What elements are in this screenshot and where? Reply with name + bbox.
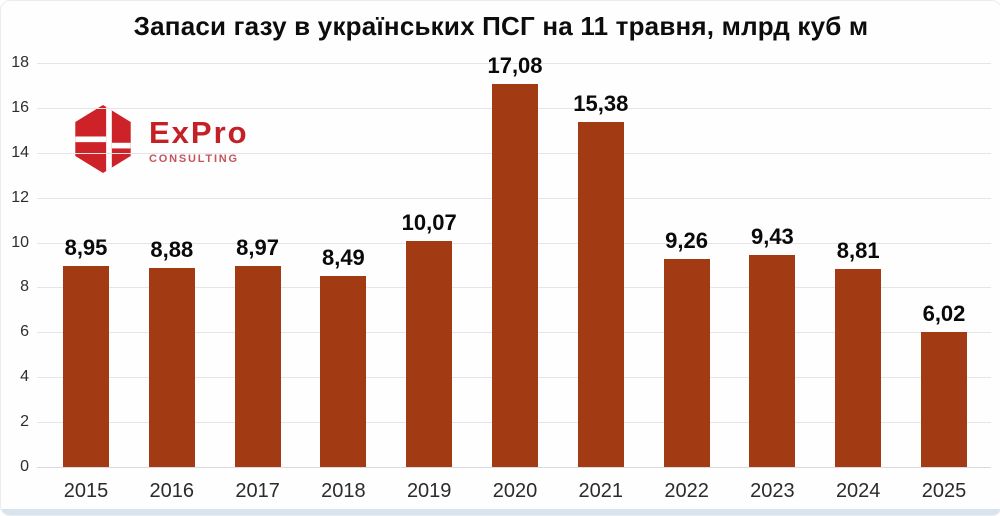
bar [148, 267, 195, 467]
y-axis-tick-label: 14 [11, 143, 29, 161]
y-gridline [37, 467, 991, 468]
expro-hexagon-icon [75, 105, 131, 173]
y-axis-tick-label: 2 [20, 413, 29, 431]
bar [835, 269, 882, 467]
y-axis-tick-label: 10 [11, 233, 29, 251]
bar-value-label: 15,38 [573, 90, 629, 116]
y-axis-tick-label: 4 [20, 368, 29, 386]
x-axis-tick-label: 2025 [921, 480, 967, 502]
x-axis-tick-label: 2019 [406, 480, 452, 502]
x-axis-tick-label: 2017 [235, 480, 280, 502]
x-axis-tick-label: 2021 [578, 480, 624, 502]
bar-value-label: 6,02 [922, 300, 966, 326]
bar-value-label: 8,81 [836, 238, 880, 264]
y-axis-tick-label: 12 [11, 188, 29, 206]
bar [234, 265, 281, 467]
y-axis-tick-label: 6 [20, 323, 29, 341]
x-axis-tick-label: 2024 [835, 480, 881, 502]
bar [63, 266, 109, 467]
bar-value-label: 9,43 [750, 224, 794, 250]
brand-subtitle: CONSULTING [149, 153, 239, 165]
x-axis-tick-label: 2023 [750, 480, 795, 502]
x-axis-tick-label: 2018 [321, 480, 366, 502]
bar [749, 255, 796, 467]
y-axis-tick-label: 18 [11, 54, 29, 71]
bar-value-label: 8,49 [321, 245, 365, 271]
bar-value-label: 17,08 [487, 52, 543, 78]
y-axis-tick-label: 16 [11, 98, 29, 116]
bar [320, 276, 367, 467]
bar-value-label: 8,88 [150, 236, 194, 262]
bar-value-label: 10,07 [401, 209, 457, 235]
brand-name: ExPro [149, 115, 249, 150]
bar [492, 83, 538, 467]
y-axis-tick-label: 8 [20, 278, 29, 296]
y-gridline [37, 63, 991, 64]
bar [577, 121, 624, 467]
bar [663, 259, 710, 467]
bar [921, 331, 967, 467]
x-axis-tick-label: 2020 [492, 480, 538, 502]
bar-value-label: 8,95 [64, 235, 108, 261]
bar [406, 240, 453, 467]
bar-value-label: 8,97 [236, 234, 279, 260]
bar-value-label: 9,26 [665, 228, 708, 254]
expro-wordmark: ExPro CONSULTING [149, 117, 249, 165]
y-axis-tick-label: 0 [20, 458, 29, 475]
x-axis-tick-label: 2022 [664, 480, 709, 502]
expro-logo: ExPro CONSULTING [71, 105, 249, 173]
x-axis-tick-label: 2016 [149, 480, 195, 502]
chart-title: Запаси газу в українських ПСГ на 11 трав… [133, 11, 869, 41]
x-axis-tick-label: 2015 [63, 480, 109, 502]
bottom-strip [1, 509, 1000, 515]
